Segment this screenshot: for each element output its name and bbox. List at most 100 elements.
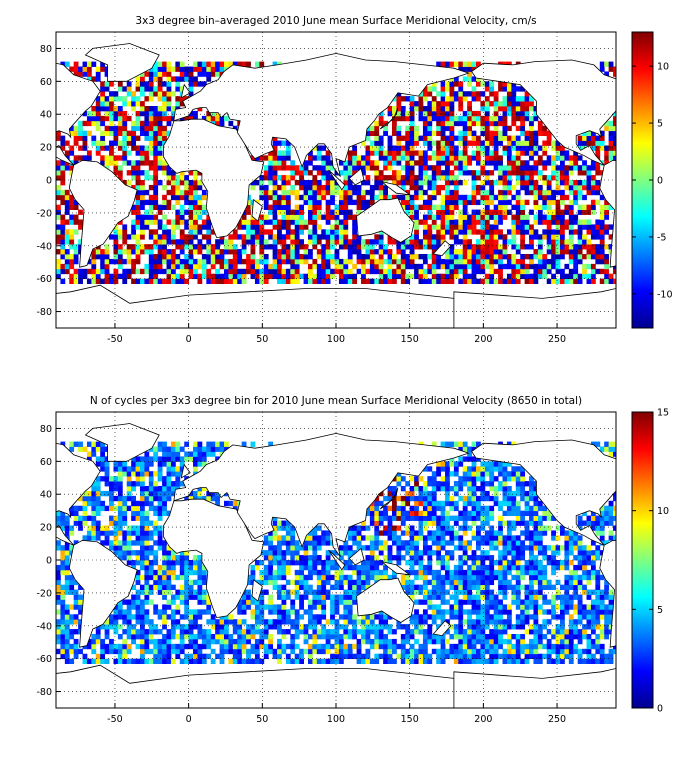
bin-cell	[184, 199, 190, 206]
bin-cell	[312, 594, 318, 600]
bin-cell	[453, 224, 459, 230]
bin-cell	[268, 150, 274, 156]
bin-cell	[431, 214, 437, 220]
bin-cell	[352, 189, 358, 196]
bin-cell	[493, 599, 499, 605]
bin-cell	[64, 150, 70, 156]
bin-cell	[135, 86, 141, 92]
bin-cell	[427, 209, 433, 215]
bin-cell	[555, 170, 561, 176]
bin-cell	[440, 224, 446, 230]
bin-cell	[206, 61, 212, 67]
bin-cell	[148, 574, 154, 581]
bin-cell	[175, 180, 181, 186]
bin-cell	[338, 209, 344, 215]
bin-cell	[498, 589, 503, 595]
bin-cell	[445, 263, 450, 270]
bin-cell	[595, 234, 601, 240]
bin-cell	[312, 204, 318, 210]
bin-cell	[153, 278, 159, 284]
bin-cell	[502, 589, 508, 595]
bin-cell	[604, 579, 610, 586]
bin-cell	[555, 653, 561, 660]
bin-cell	[427, 579, 433, 586]
bin-cell	[462, 150, 468, 156]
bin-cell	[131, 268, 136, 275]
bin-cell	[489, 638, 495, 645]
bin-cell	[378, 619, 384, 625]
bin-cell	[122, 86, 128, 92]
bin-cell	[290, 273, 296, 280]
bin-cell	[590, 609, 596, 615]
bin-cell	[489, 560, 495, 566]
bin-cell	[449, 624, 455, 630]
bin-cell	[422, 91, 428, 97]
bin-cell	[153, 624, 159, 630]
bin-cell	[175, 619, 181, 625]
bin-cell	[263, 555, 269, 561]
bin-cell	[254, 219, 260, 225]
bin-cell	[60, 165, 66, 171]
bin-cell	[595, 268, 601, 275]
bin-cell	[285, 175, 291, 181]
bin-cell	[537, 120, 543, 127]
bin-cell	[91, 273, 97, 280]
bin-cell	[60, 648, 66, 655]
bin-cell	[573, 219, 579, 225]
bin-cell	[590, 175, 596, 181]
bin-cell	[60, 234, 66, 240]
bin-cell	[290, 234, 296, 240]
bin-cell	[144, 224, 150, 230]
bin-cell	[126, 599, 132, 605]
bin-cell	[365, 648, 371, 655]
bin-cell	[529, 155, 534, 161]
bin-cell	[453, 609, 459, 615]
bin-cell	[277, 653, 282, 660]
bin-cell	[471, 624, 477, 630]
bin-cell	[285, 564, 291, 571]
bin-cell	[586, 273, 592, 280]
bin-cell	[608, 273, 614, 280]
bin-cell	[502, 629, 508, 635]
bin-cell	[162, 555, 167, 561]
bin-cell	[387, 555, 393, 561]
bin-cell	[524, 165, 530, 171]
bin-cell	[560, 180, 565, 186]
bin-cell	[431, 638, 437, 645]
bin-cell	[162, 229, 167, 235]
bin-cell	[608, 155, 614, 161]
bin-cell	[445, 569, 450, 576]
bin-cell	[219, 648, 225, 655]
bin-cell	[436, 648, 442, 655]
bin-cell	[436, 653, 442, 660]
bin-cell	[511, 555, 517, 561]
bin-cell	[166, 273, 172, 280]
bin-cell	[449, 229, 455, 235]
bin-cell	[560, 209, 565, 215]
bin-cell	[78, 594, 83, 600]
bin-cell	[586, 184, 592, 191]
bin-cell	[117, 110, 123, 117]
bin-cell	[480, 140, 486, 146]
bin-cell	[418, 560, 424, 566]
bin-cell	[502, 209, 508, 215]
bin-cell	[409, 145, 415, 151]
bin-cell	[109, 273, 114, 280]
bin-cell	[449, 604, 455, 610]
bin-cell	[69, 204, 75, 210]
bin-cell	[254, 599, 260, 605]
bin-cell	[312, 599, 318, 605]
bin-cell	[272, 214, 278, 220]
bin-cell	[259, 268, 265, 275]
bin-cell	[590, 599, 596, 605]
bin-cell	[100, 648, 106, 655]
bin-cell	[365, 249, 371, 255]
bin-cell	[467, 244, 472, 250]
bin-cell	[431, 175, 437, 181]
bin-cell	[135, 574, 141, 581]
bin-cell	[91, 135, 97, 141]
bin-cell	[467, 91, 472, 97]
bin-cell	[476, 209, 481, 215]
bin-cell	[285, 278, 291, 284]
